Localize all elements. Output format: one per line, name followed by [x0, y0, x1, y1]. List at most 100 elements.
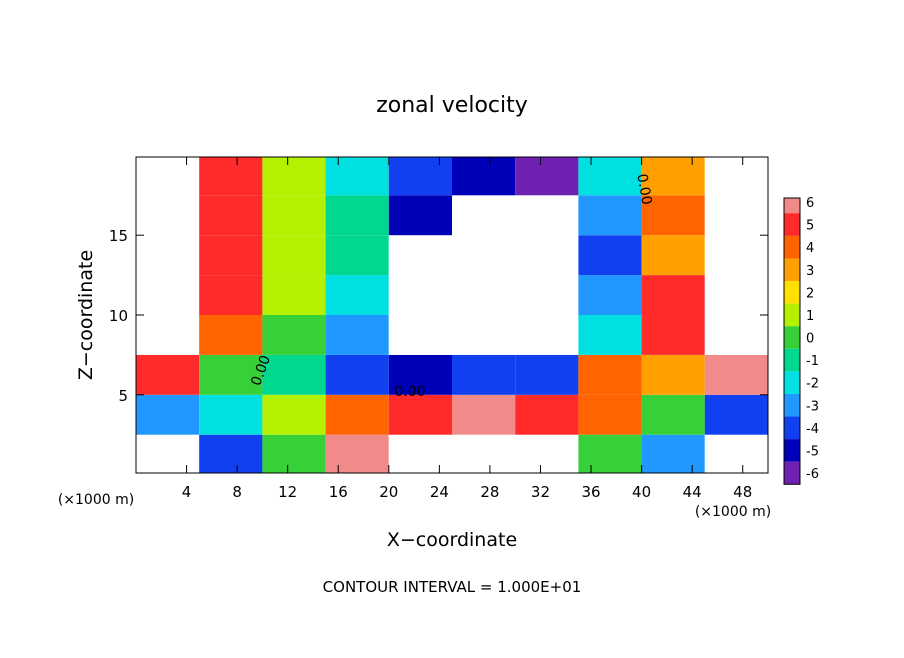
x-tick-label: 16 [329, 483, 348, 501]
colorbar-label: -5 [806, 444, 819, 459]
contour-label: 0.00 [394, 384, 425, 400]
field-cell [199, 275, 263, 315]
field-cell [199, 157, 263, 196]
field-cell [452, 315, 516, 355]
field-cell [452, 394, 516, 435]
field-cell [704, 354, 768, 395]
field-cell [515, 394, 579, 435]
field-cell [578, 275, 642, 315]
colorbar-label: 1 [806, 309, 814, 324]
field-cell [704, 394, 768, 435]
field-cell [641, 354, 705, 395]
field-cell [136, 434, 200, 473]
field-cell [704, 195, 768, 236]
field-cell [578, 354, 642, 395]
field-cell [641, 235, 705, 276]
field-cell [325, 235, 389, 276]
field-cell [199, 354, 263, 395]
field-cell [136, 315, 200, 355]
x-unit: (×1000 m) [695, 504, 771, 520]
field-cell [641, 315, 705, 355]
field-cell [199, 315, 263, 355]
y-tick-label: 5 [118, 387, 128, 405]
field-cell [515, 235, 579, 276]
field-cell [262, 394, 326, 435]
field-cell [325, 434, 389, 473]
colorbar-frame [783, 197, 801, 485]
field-cell [388, 235, 452, 276]
field-cell [325, 275, 389, 315]
field-cell [136, 195, 200, 236]
x-tick-label: 32 [531, 483, 550, 501]
field-cell [199, 235, 263, 276]
field-cell [136, 157, 200, 196]
field-cell [578, 235, 642, 276]
x-tick-label: 44 [683, 483, 702, 501]
field-cell [136, 275, 200, 315]
field-cell [262, 354, 326, 395]
field-cell [388, 315, 452, 355]
colorbar-label: 2 [806, 286, 814, 301]
field-cell [515, 275, 579, 315]
field-cell [262, 315, 326, 355]
field-cell [388, 157, 452, 196]
colorbar-label: -3 [806, 399, 819, 414]
field-cell [704, 157, 768, 196]
field-cell [388, 394, 452, 435]
colorbar-swatch [784, 281, 800, 304]
colorbar-swatch [784, 213, 800, 236]
colorbar-label: 0 [806, 332, 814, 347]
x-tick-label: 20 [379, 483, 398, 501]
x-tick-label: 24 [430, 483, 449, 501]
colorbar-swatch [784, 439, 800, 462]
field-cell [262, 275, 326, 315]
field-cell [199, 195, 263, 236]
field-cell [262, 195, 326, 236]
colorbar-label: -2 [806, 377, 819, 392]
field-cell [515, 157, 579, 196]
field-cell [515, 315, 579, 355]
field-cell [199, 394, 263, 435]
field-cell [325, 157, 389, 196]
field-cell [388, 354, 452, 395]
field-cell [136, 394, 200, 435]
field-cell [578, 195, 642, 236]
field-cell [388, 434, 452, 473]
field-cell [515, 354, 579, 395]
field-cell [452, 434, 516, 473]
field-cell [641, 394, 705, 435]
field-cell [136, 354, 200, 395]
contour-label: 0.00 [633, 173, 654, 206]
field-cell [388, 195, 452, 236]
field-cell [452, 235, 516, 276]
x-tick-label: 8 [232, 483, 242, 501]
chart-title: zonal velocity [376, 93, 528, 118]
field-cell [578, 394, 642, 435]
field-cell [262, 157, 326, 196]
colorbar-swatch [784, 393, 800, 417]
field-cell [641, 157, 705, 196]
y-axis-label: Z−coordinate [75, 250, 97, 380]
colorbar-swatch [784, 303, 800, 327]
colorbar-label: -1 [806, 354, 819, 369]
x-tick-label: 12 [278, 483, 297, 501]
colorbar-swatch [784, 461, 800, 485]
colorbar-label: 3 [806, 264, 814, 279]
footnote: CONTOUR INTERVAL = 1.000E+01 [323, 578, 582, 596]
colorbar-swatch [784, 348, 800, 372]
field-cell [641, 195, 705, 236]
x-tick-label: 4 [182, 483, 192, 501]
colorbar-swatch [784, 258, 800, 282]
colorbar-swatch [784, 326, 800, 349]
field-cell [515, 195, 579, 236]
field-cell [452, 195, 516, 236]
colorbar-label: 5 [806, 219, 814, 234]
colorbar-label: 4 [806, 241, 814, 256]
x-axis-label: X−coordinate [387, 529, 517, 551]
x-tick-label: 36 [581, 483, 600, 501]
y-unit: (×1000 m) [58, 492, 134, 508]
field-cell [199, 434, 263, 473]
field-cell [704, 434, 768, 473]
field-cell [704, 235, 768, 276]
field-cell [578, 434, 642, 473]
